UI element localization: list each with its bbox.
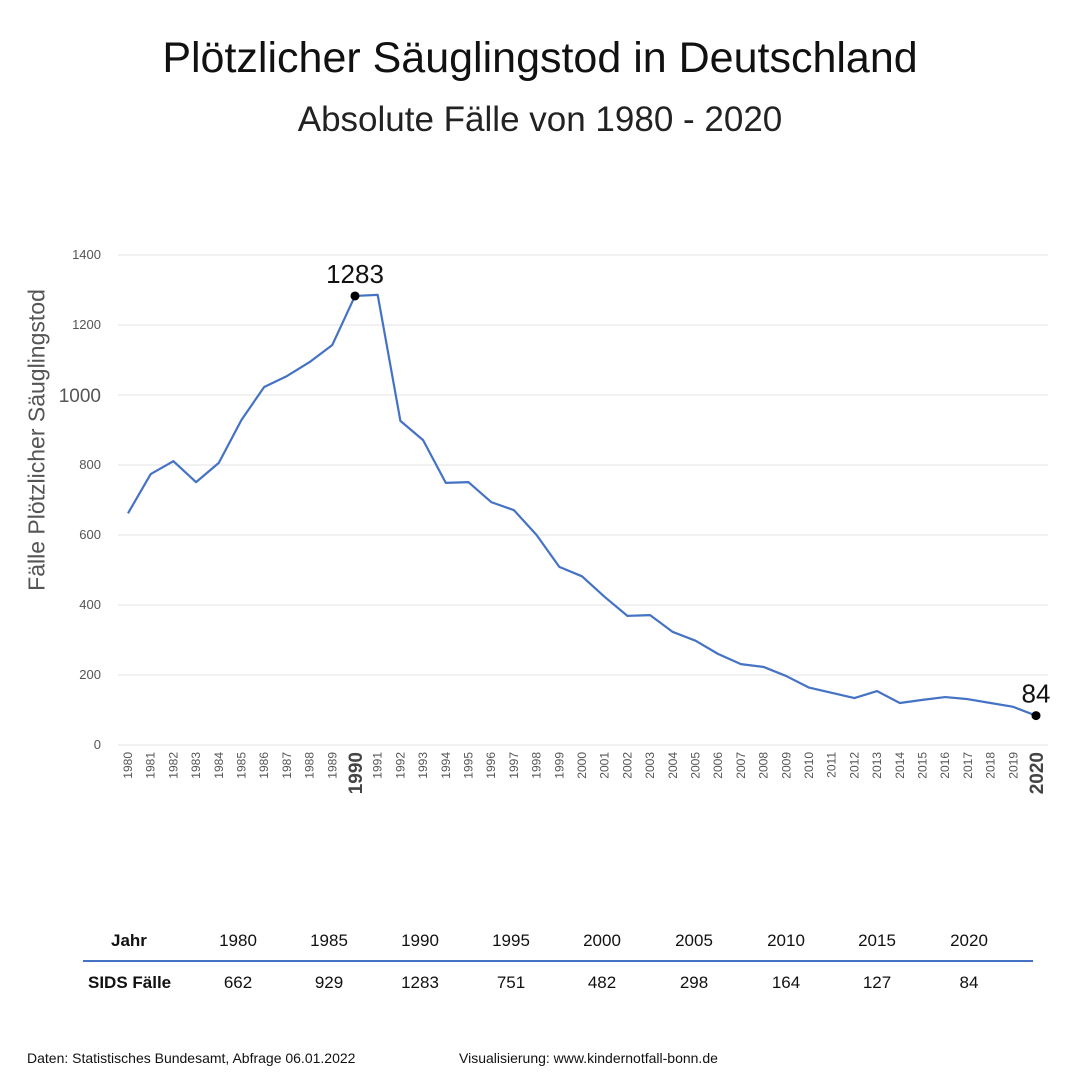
x-tick-label: 2001 bbox=[598, 752, 612, 779]
y-tick-label: 800 bbox=[79, 457, 101, 472]
table-cases: 751 bbox=[496, 973, 526, 992]
annotation-label: 1283 bbox=[326, 259, 384, 289]
table-divider bbox=[83, 960, 1033, 962]
x-tick-label: 1998 bbox=[530, 752, 544, 779]
x-tick-label: 2012 bbox=[847, 752, 861, 779]
table-cases: 482 bbox=[587, 973, 617, 992]
x-tick-label: 1990 bbox=[346, 752, 367, 794]
table-cases: 84 bbox=[959, 973, 979, 992]
x-tick-label: 1991 bbox=[371, 752, 385, 779]
table-cases: 662 bbox=[223, 973, 253, 992]
credit-note: Visualisierung: www.kindernotfall-bonn.d… bbox=[459, 1050, 718, 1066]
x-tick-label: 1985 bbox=[235, 752, 249, 779]
y-tick-label: 1000 bbox=[59, 386, 101, 407]
table-year: 1980 bbox=[219, 931, 257, 950]
table-year: 1990 bbox=[401, 931, 439, 950]
y-tick-label: 400 bbox=[79, 597, 101, 612]
x-tick-label: 2016 bbox=[938, 752, 952, 779]
y-tick-label: 600 bbox=[79, 527, 101, 542]
x-tick-label: 2017 bbox=[961, 752, 975, 779]
table-year: 1985 bbox=[310, 931, 348, 950]
table-year: 2010 bbox=[767, 931, 805, 950]
x-tick-label: 2011 bbox=[825, 752, 839, 778]
x-tick-label: 1992 bbox=[393, 752, 407, 779]
x-tick-label: 2005 bbox=[689, 752, 703, 779]
chart-subtitle: Absolute Fälle von 1980 - 2020 bbox=[297, 100, 783, 139]
x-tick-label: 1996 bbox=[484, 752, 498, 779]
row-label-cases: SIDS Fälle bbox=[88, 973, 172, 992]
x-tick-label: 2010 bbox=[802, 752, 816, 779]
x-tick-label: 2006 bbox=[711, 752, 725, 779]
y-tick-label: 0 bbox=[94, 737, 101, 752]
x-tick-label: 2018 bbox=[984, 752, 998, 779]
x-tick-label: 2019 bbox=[1006, 752, 1020, 779]
annotation-label: 84 bbox=[1022, 679, 1051, 709]
x-tick-label: 2008 bbox=[757, 752, 771, 779]
highlight-marker bbox=[1031, 711, 1041, 721]
table-cases: 1283 bbox=[401, 973, 439, 992]
table-year: 2020 bbox=[950, 931, 988, 950]
highlight-marker bbox=[350, 291, 360, 301]
y-tick-label: 1400 bbox=[72, 247, 101, 262]
data-line bbox=[127, 293, 1037, 717]
x-tick-label: 1981 bbox=[144, 752, 158, 779]
x-tick-label: 1986 bbox=[257, 752, 271, 779]
table-cases: 164 bbox=[771, 973, 801, 992]
x-tick-label: 2002 bbox=[620, 752, 634, 779]
table-year: 2015 bbox=[858, 931, 896, 950]
x-tick-label: 2014 bbox=[893, 752, 907, 779]
x-tick-label: 2000 bbox=[575, 752, 589, 779]
x-tick-label: 2020 bbox=[1027, 752, 1048, 794]
source-note: Daten: Statistisches Bundesamt, Abfrage … bbox=[27, 1050, 356, 1066]
x-tick-label: 2004 bbox=[666, 752, 680, 779]
x-tick-label: 2013 bbox=[870, 752, 884, 779]
x-tick-label: 1997 bbox=[507, 752, 521, 779]
x-tick-label: 2015 bbox=[916, 752, 930, 779]
x-tick-label: 2007 bbox=[734, 752, 748, 779]
table-year: 2000 bbox=[583, 931, 621, 950]
x-tick-label: 1984 bbox=[212, 752, 226, 779]
x-tick-label: 1982 bbox=[166, 752, 180, 779]
table-year: 1995 bbox=[492, 931, 530, 950]
x-tick-label: 2003 bbox=[643, 752, 657, 779]
y-tick-label: 1200 bbox=[72, 317, 101, 332]
chart-title: Plötzlicher Säuglingstod in Deutschland bbox=[162, 34, 918, 82]
y-tick-label: 200 bbox=[79, 667, 101, 682]
x-tick-label: 2009 bbox=[779, 752, 793, 779]
x-tick-label: 1999 bbox=[552, 752, 566, 779]
table-cases: 298 bbox=[679, 973, 709, 992]
table-year: 2005 bbox=[675, 931, 713, 950]
x-tick-label: 1980 bbox=[121, 752, 135, 779]
x-tick-label: 1989 bbox=[325, 752, 339, 779]
table-cases: 127 bbox=[862, 973, 892, 992]
table-cases: 929 bbox=[314, 973, 344, 992]
x-tick-label: 1994 bbox=[439, 752, 453, 779]
x-tick-label: 1988 bbox=[303, 752, 317, 779]
x-tick-label: 1995 bbox=[462, 752, 476, 779]
line-chart: 0 200 400 600 800 1000 1200 1400 1980 1981 1982 198… bbox=[59, 247, 1051, 794]
x-tick-label: 1993 bbox=[416, 752, 430, 779]
x-tick-label: 1983 bbox=[189, 752, 203, 779]
x-tick-label: 1987 bbox=[280, 752, 294, 779]
row-label-year: Jahr bbox=[111, 931, 147, 950]
